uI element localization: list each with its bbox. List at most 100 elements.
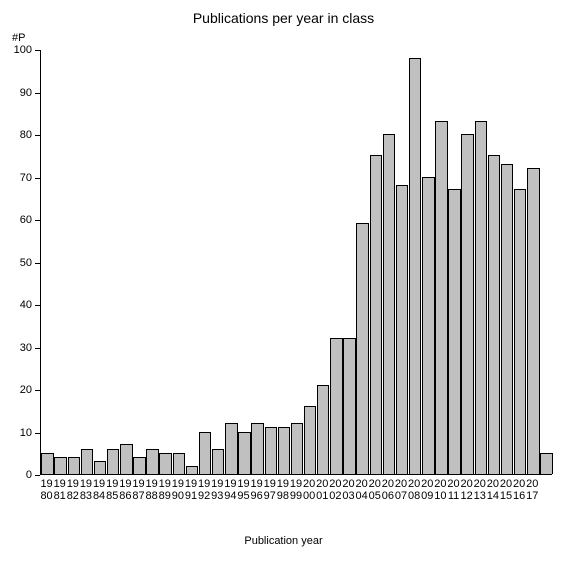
bar: [343, 338, 355, 474]
chart-title: Publications per year in class: [0, 10, 567, 26]
x-tick-label: 2011: [447, 479, 460, 502]
x-tick-label: 2004: [355, 479, 368, 502]
bar: [475, 121, 487, 474]
bar: [356, 223, 368, 474]
bar: [212, 449, 224, 475]
x-tick-label: 1982: [66, 479, 79, 502]
plot-area: [40, 50, 552, 475]
y-axis-title: #P: [12, 32, 25, 44]
bar: [304, 406, 316, 474]
bar: [501, 164, 513, 474]
y-tick-label: 60: [0, 214, 32, 226]
x-tick-label: 2008: [408, 479, 421, 502]
x-tick-label: 1995: [237, 479, 250, 502]
x-tick-label: 1988: [145, 479, 158, 502]
bar: [186, 466, 198, 475]
x-tick-label: 2000: [303, 479, 316, 502]
x-tick-label: 1983: [79, 479, 92, 502]
y-tick-label: 0: [0, 469, 32, 481]
x-tick-label: 2012: [460, 479, 473, 502]
bar: [265, 427, 277, 474]
y-tick-label: 90: [0, 87, 32, 99]
bar: [81, 449, 93, 475]
x-tick-label: 2010: [434, 479, 447, 502]
bar: [54, 457, 66, 474]
y-tick: [35, 475, 40, 476]
y-tick-label: 30: [0, 342, 32, 354]
y-tick: [35, 135, 40, 136]
x-tick-label: 1999: [289, 479, 302, 502]
y-tick: [35, 433, 40, 434]
x-tick-label: 2017: [526, 479, 539, 502]
bar: [173, 453, 185, 474]
x-tick-label: 1994: [224, 479, 237, 502]
y-tick-label: 20: [0, 384, 32, 396]
bar: [527, 168, 539, 474]
y-tick-label: 50: [0, 257, 32, 269]
x-tick-label: 1985: [106, 479, 119, 502]
x-tick-label: 1980: [40, 479, 53, 502]
x-tick-label: 2015: [499, 479, 512, 502]
y-tick-label: 70: [0, 172, 32, 184]
y-tick-label: 40: [0, 299, 32, 311]
bar: [291, 423, 303, 474]
x-tick-label: 1998: [276, 479, 289, 502]
x-tick-label: 1990: [171, 479, 184, 502]
bar: [370, 155, 382, 474]
x-tick-label: 2009: [421, 479, 434, 502]
x-tick-label: 1987: [132, 479, 145, 502]
x-tick-label: 2013: [473, 479, 486, 502]
bar: [120, 444, 132, 474]
x-tick-label: 2016: [513, 479, 526, 502]
x-tick-label: 2003: [342, 479, 355, 502]
y-tick: [35, 390, 40, 391]
bar: [94, 461, 106, 474]
bar: [330, 338, 342, 474]
chart-container: Publications per year in class #P Public…: [0, 0, 567, 567]
bar: [278, 427, 290, 474]
bar: [107, 449, 119, 475]
y-tick-label: 80: [0, 129, 32, 141]
y-tick: [35, 263, 40, 264]
bar: [251, 423, 263, 474]
x-tick-label: 2002: [329, 479, 342, 502]
bar: [488, 155, 500, 474]
y-tick-label: 100: [0, 44, 32, 56]
bar: [409, 58, 421, 475]
bar: [159, 453, 171, 474]
bar: [41, 453, 53, 474]
x-tick-label: 1981: [53, 479, 66, 502]
bar: [383, 134, 395, 474]
x-tick-label: 1993: [211, 479, 224, 502]
bar: [133, 457, 145, 474]
bar: [317, 385, 329, 474]
bar: [68, 457, 80, 474]
x-tick-label: 1996: [250, 479, 263, 502]
bar: [225, 423, 237, 474]
x-tick-label: 1984: [93, 479, 106, 502]
x-tick-label: 2001: [316, 479, 329, 502]
bar: [199, 432, 211, 475]
x-tick-label: 2005: [368, 479, 381, 502]
x-tick-label: 1986: [119, 479, 132, 502]
bar: [448, 189, 460, 474]
y-tick: [35, 348, 40, 349]
y-tick-label: 10: [0, 427, 32, 439]
x-axis-title: Publication year: [0, 535, 567, 547]
bar: [514, 189, 526, 474]
x-tick-label: 2006: [381, 479, 394, 502]
x-tick-label: 2007: [394, 479, 407, 502]
y-tick: [35, 93, 40, 94]
y-tick: [35, 220, 40, 221]
x-tick-label: 1991: [184, 479, 197, 502]
bar: [435, 121, 447, 474]
bar: [461, 134, 473, 474]
x-tick-label: 1989: [158, 479, 171, 502]
x-tick-label: 2014: [486, 479, 499, 502]
y-tick: [35, 305, 40, 306]
bar: [422, 177, 434, 475]
bar: [396, 185, 408, 474]
bar: [238, 432, 250, 475]
x-tick-label: 1992: [198, 479, 211, 502]
bar: [540, 453, 552, 474]
